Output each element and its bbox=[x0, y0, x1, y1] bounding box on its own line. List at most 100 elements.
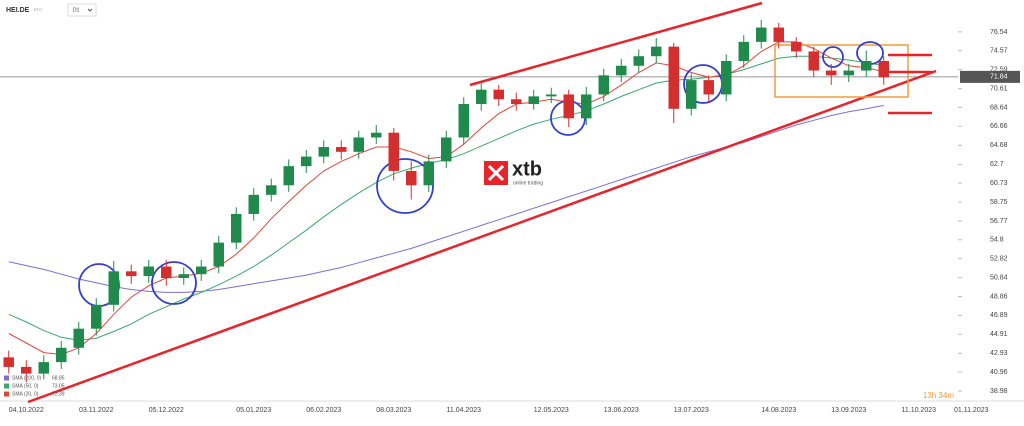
x-tick-label: 13.06.2023 bbox=[604, 407, 639, 414]
candle-body bbox=[878, 60, 889, 78]
candle-body bbox=[703, 80, 714, 95]
candle-body bbox=[196, 266, 207, 275]
candle-body bbox=[3, 357, 14, 367]
ma-line bbox=[8, 55, 884, 341]
y-tick-label: 74.57 bbox=[990, 48, 1008, 55]
y-tick-label: 50.84 bbox=[990, 274, 1008, 281]
y-tick-label: 40.96 bbox=[990, 369, 1008, 376]
candle-body bbox=[91, 304, 102, 329]
circle bbox=[376, 158, 434, 214]
legend-value: 73.05 bbox=[52, 383, 65, 389]
candle-body bbox=[668, 46, 679, 109]
candle-body bbox=[476, 89, 487, 105]
candle-body bbox=[38, 362, 49, 374]
candle-body bbox=[213, 242, 224, 267]
x-tick-label: 14.08.2023 bbox=[761, 407, 796, 414]
circle bbox=[151, 261, 197, 305]
x-tick-label: 05.01.2023 bbox=[236, 407, 271, 414]
x-tick-label: 04.10.2022 bbox=[9, 407, 44, 414]
y-tick-label: 66.66 bbox=[990, 123, 1008, 130]
candle-body bbox=[826, 70, 837, 76]
legend-swatch bbox=[4, 375, 9, 381]
candle-body bbox=[861, 60, 872, 71]
candle-body bbox=[371, 132, 382, 138]
y-tick-label: 76.54 bbox=[990, 29, 1008, 36]
y-tick-label: 42.93 bbox=[990, 350, 1008, 357]
candle-body bbox=[756, 27, 767, 42]
y-tick-label: 62.7 bbox=[990, 161, 1004, 168]
timeframe-select[interactable] bbox=[67, 3, 97, 17]
watermark: xtb online trading bbox=[484, 158, 543, 186]
price-label: 71.84 bbox=[990, 74, 1008, 81]
candle-body bbox=[21, 366, 32, 374]
logo-icon bbox=[487, 164, 505, 182]
candle-body bbox=[108, 271, 119, 305]
x-tick-label: 08.03.2023 bbox=[376, 407, 411, 414]
candle-body bbox=[493, 89, 504, 100]
y-tick-label: 70.61 bbox=[990, 85, 1008, 92]
dropdown-icon bbox=[87, 8, 93, 12]
y-tick-label: 54.8 bbox=[990, 237, 1004, 244]
symbol-note: ETC bbox=[34, 7, 42, 12]
legend-label: SMA (200, 0) bbox=[12, 375, 42, 381]
legend-label: SMA (20, 0) bbox=[12, 391, 39, 397]
timer: 13h 34m bbox=[923, 391, 954, 400]
y-tick-label: 68.64 bbox=[990, 104, 1008, 111]
candle-body bbox=[441, 137, 452, 162]
y-tick-label: 64.68 bbox=[990, 142, 1008, 149]
legend-swatch bbox=[4, 383, 9, 389]
candle-body bbox=[738, 41, 749, 61]
y-tick-label: 58.75 bbox=[990, 199, 1008, 206]
candle-body bbox=[178, 274, 189, 279]
candle-body bbox=[318, 147, 329, 157]
y-tick-label: 46.89 bbox=[990, 312, 1008, 319]
legend-value: 72.39 bbox=[52, 391, 65, 397]
candle-body bbox=[406, 170, 417, 186]
candle-body bbox=[686, 80, 697, 109]
x-tick-label: 13.07.2023 bbox=[674, 407, 709, 414]
candle-body bbox=[336, 147, 347, 152]
candle-body bbox=[563, 94, 574, 119]
circle bbox=[822, 46, 844, 68]
candle-body bbox=[581, 94, 592, 119]
y-tick-label: 48.86 bbox=[990, 293, 1008, 300]
drawings bbox=[27, 1, 937, 404]
candle-body bbox=[528, 96, 539, 105]
candle-body bbox=[633, 56, 644, 66]
candle-body bbox=[56, 347, 67, 363]
candle-body bbox=[546, 94, 557, 97]
x-tick-label: 12.05.2023 bbox=[534, 407, 569, 414]
y-tick-label: 72.59 bbox=[990, 67, 1008, 74]
legend-value: 68.85 bbox=[52, 375, 65, 381]
x-tick-label: 01.11.2023 bbox=[954, 407, 989, 414]
candle-body bbox=[301, 156, 312, 167]
candle-body bbox=[511, 99, 522, 105]
x-tick-label: 13.09.2023 bbox=[831, 407, 866, 414]
candle-body bbox=[353, 137, 364, 152]
x-tick-label: 11.04.2023 bbox=[446, 407, 481, 414]
candle-body bbox=[773, 27, 784, 42]
y-tick-label: 44.91 bbox=[990, 331, 1008, 338]
x-tick-label: 03.11.2022 bbox=[79, 407, 114, 414]
candle-body bbox=[161, 266, 172, 279]
candle-body bbox=[843, 70, 854, 76]
candle-body bbox=[283, 166, 294, 186]
header: HEI.DE ETC D1 bbox=[6, 3, 97, 17]
x-tick-label: 06.02.2023 bbox=[306, 407, 341, 414]
y-tick-label: 52.82 bbox=[990, 256, 1008, 263]
annotations bbox=[0, 31, 1024, 402]
price-box bbox=[960, 70, 1020, 83]
y-tick-label: 38.98 bbox=[990, 388, 1008, 395]
tagline: online trading bbox=[513, 180, 543, 186]
y-tick-label: 56.77 bbox=[990, 218, 1008, 225]
candle-body bbox=[143, 266, 154, 277]
legend-swatch bbox=[4, 391, 9, 397]
y-tick-label: 60.73 bbox=[990, 180, 1008, 187]
candle-body bbox=[616, 65, 627, 76]
candle-body bbox=[388, 132, 399, 171]
brand: xtb bbox=[512, 158, 542, 180]
x-tick-label: 11.10.2023 bbox=[901, 407, 936, 414]
candle-body bbox=[248, 194, 259, 214]
candle-body bbox=[423, 161, 434, 186]
